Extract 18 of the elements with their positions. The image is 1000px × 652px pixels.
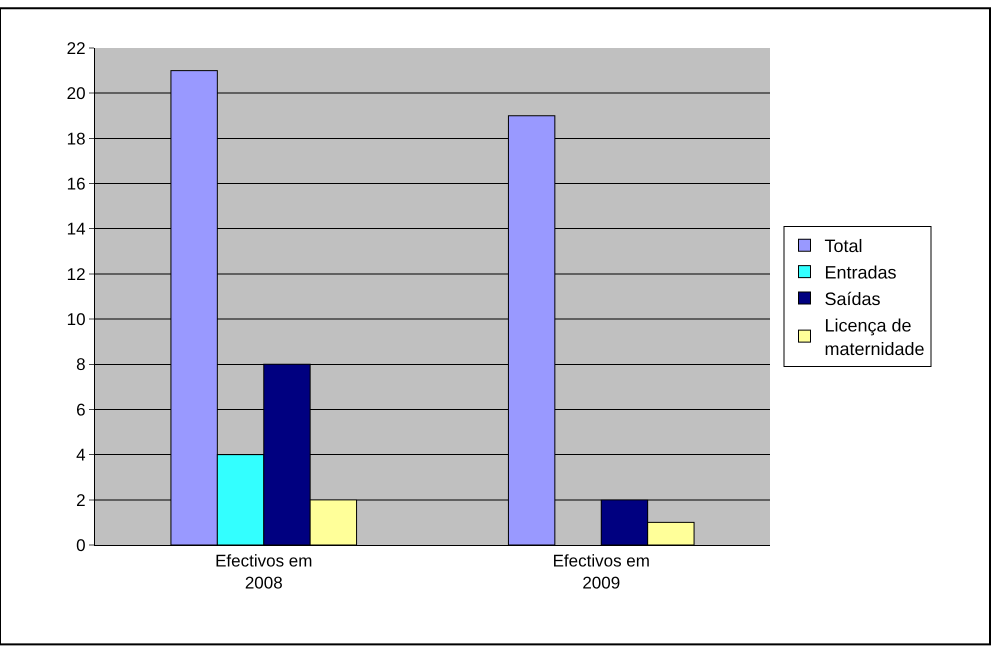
y-tick-label: 20 xyxy=(66,84,86,104)
y-tick-label: 16 xyxy=(66,174,86,194)
y-tick-label: 22 xyxy=(66,38,86,58)
legend-label: Saídas xyxy=(824,289,881,310)
y-tick-label: 0 xyxy=(76,536,86,555)
y-tick-label: 14 xyxy=(66,220,86,239)
y-tick-label: 12 xyxy=(66,264,86,284)
y-tick-label: 10 xyxy=(66,310,86,330)
legend-label: Entradas xyxy=(824,262,897,283)
legend-label: Total xyxy=(824,236,863,256)
y-tick-label: 4 xyxy=(76,446,86,465)
x-tick-label: Efectivos em 2009 xyxy=(552,551,650,592)
y-tick-label: 18 xyxy=(66,129,86,148)
y-tick-label: 6 xyxy=(76,400,86,420)
x-tick-label: Efectivos em 2008 xyxy=(215,551,312,592)
y-tick-label: 8 xyxy=(76,355,86,374)
y-tick-label: 2 xyxy=(76,490,86,510)
legend-label: Licença de maternidade xyxy=(824,315,925,359)
